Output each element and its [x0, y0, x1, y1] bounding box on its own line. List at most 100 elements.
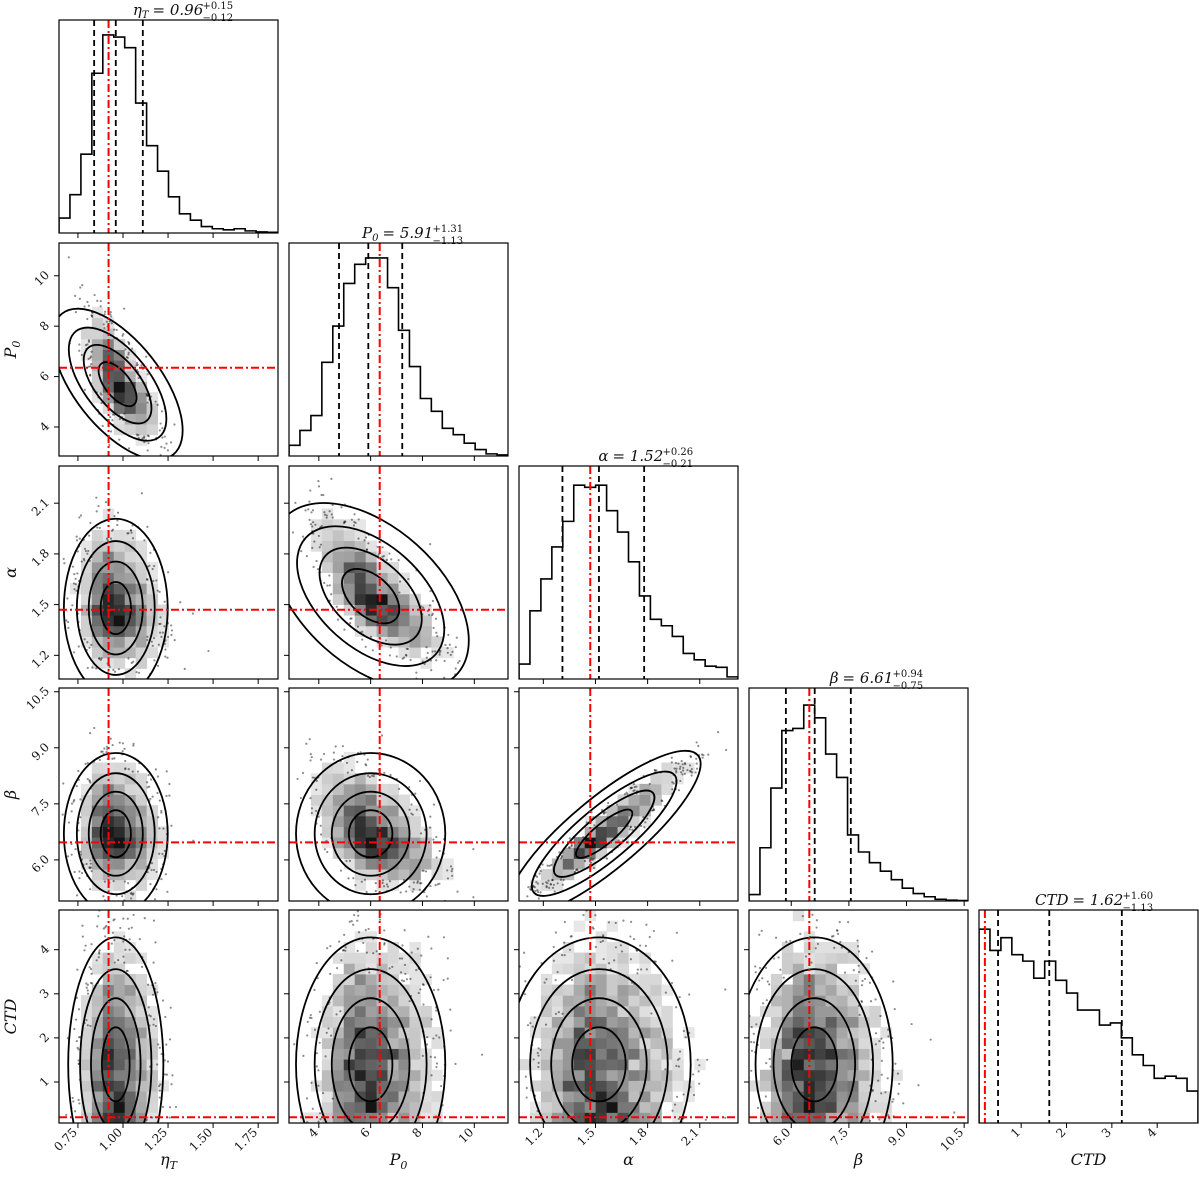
- y-tick-label: 4: [37, 942, 53, 958]
- x-tick-label: 1.5: [574, 1125, 597, 1148]
- x-axis-label-CTD: CTD: [1071, 1150, 1107, 1169]
- y-tick-label: 8: [37, 318, 52, 333]
- contour-line: [330, 790, 411, 877]
- contour-line: [318, 546, 423, 646]
- panel-title-plus: +0.26: [663, 447, 694, 458]
- contour-line: [67, 936, 165, 1123]
- x-tick-label: 1.75: [232, 1125, 261, 1154]
- hist-panel-eta_T: ηT = 0.96 +0.15−0.12: [58, 1, 279, 238]
- y-axis-label-CTD: CTD: [1, 998, 20, 1034]
- y-tick-label: 7.5: [29, 796, 52, 819]
- contour-line: [553, 789, 656, 878]
- histogram-step-line: [979, 928, 1198, 1123]
- panel-title-minus: −0.12: [203, 13, 234, 24]
- x-tick-label: 1.00: [96, 1125, 125, 1154]
- y-axis-label-alpha: α: [1, 567, 20, 578]
- contour-line: [519, 749, 702, 901]
- panel-title-label: P0: [361, 224, 379, 244]
- x-tick-label: 1.50: [186, 1125, 215, 1154]
- y-tick-label: 4: [37, 419, 53, 435]
- y-tick-label: 10: [31, 268, 52, 289]
- hist-panel-alpha: α = 1.52 +0.26−0.21: [518, 447, 739, 684]
- panel-title-value: = 5.91: [383, 224, 434, 242]
- panel-title-label: α: [598, 447, 608, 465]
- density-panel-P0-vs-alpha: [284, 465, 509, 684]
- panel-title-minus: −0.21: [663, 459, 694, 470]
- contour-line: [289, 502, 470, 679]
- x-tick-label: 7.5: [828, 1125, 851, 1148]
- contour-line: [790, 1026, 839, 1103]
- density-panel-P0-vs-beta: [284, 687, 509, 906]
- panel-frame: [518, 909, 739, 1124]
- panel-title-label: β: [829, 669, 839, 687]
- contour-line: [87, 560, 144, 656]
- contour-line: [571, 1026, 627, 1103]
- contour-line: [754, 968, 874, 1123]
- hist-panel-P0: P0 = 5.91 +1.31−1.13: [288, 224, 509, 461]
- histogram-step-line: [519, 484, 738, 679]
- panel-title-value: = 1.62: [1073, 891, 1124, 909]
- contour-line: [90, 997, 142, 1123]
- y-tick-label: 9.0: [29, 740, 52, 763]
- density-panel-alpha-vs-beta: [514, 687, 739, 906]
- contour-line: [295, 936, 447, 1123]
- density-panel-beta-vs-CTD: 6.0 7.5 9.0 10.5: [744, 909, 969, 1154]
- panel-title-plus: +1.31: [433, 224, 464, 235]
- x-tick-label: 9.0: [885, 1125, 908, 1148]
- histogram-step-line: [59, 34, 278, 233]
- hist-panel-beta: β = 6.61 +0.94−0.75: [748, 669, 969, 906]
- y-axis-label-P0: P0: [1, 341, 23, 360]
- panel-title-minus: −1.13: [1123, 903, 1154, 914]
- x-tick-label: 10: [456, 1125, 477, 1146]
- contour-line: [99, 809, 132, 859]
- x-tick-label: 1.8: [626, 1125, 649, 1148]
- panel-title-plus: +1.60: [1123, 891, 1154, 902]
- contour-line: [341, 568, 401, 625]
- x-axis-label-beta: β: [853, 1150, 863, 1169]
- density-panel-alpha-vs-CTD: 1.2 1.5 1.8 2.1: [514, 909, 739, 1149]
- panel-title-value: = 0.96: [153, 1, 204, 19]
- contour-line: [59, 307, 184, 456]
- x-axis-label-alpha: α: [623, 1150, 634, 1169]
- y-tick-label: 1.2: [29, 648, 52, 671]
- y-tick-label: 3: [37, 986, 52, 1001]
- contour-line: [99, 581, 132, 635]
- contour-line: [530, 770, 678, 897]
- contour-line: [330, 997, 411, 1123]
- x-tick-label: 2.1: [678, 1125, 701, 1148]
- hist-panel-CTD: CTD = 1.62 +1.60−1.131 2 3 4: [978, 891, 1199, 1141]
- contour-line: [550, 997, 648, 1123]
- panel-frame: [288, 465, 509, 680]
- contour-line: [75, 772, 156, 896]
- panel-frame: [288, 909, 509, 1124]
- panel-title-minus: −0.75: [893, 681, 924, 692]
- contour-line: [529, 968, 669, 1123]
- y-tick-label: 2.1: [29, 495, 52, 518]
- panel-title-minus: −1.13: [433, 236, 464, 247]
- histogram-step-line: [289, 257, 508, 456]
- panel-frame: [288, 242, 509, 457]
- panel-frame: [288, 687, 509, 902]
- x-tick-label: 6.0: [770, 1125, 793, 1148]
- contour-line: [313, 772, 428, 896]
- contour-line: [772, 997, 857, 1123]
- contour-line: [295, 752, 447, 901]
- density-panel-eta_T-vs-P0: 4 6 8 10: [31, 242, 279, 461]
- y-tick-label: 1: [37, 1074, 52, 1089]
- panel-frame: [978, 909, 1199, 1124]
- panel-title-label: ηT: [133, 1, 150, 21]
- y-tick-label: 1.8: [29, 546, 52, 569]
- panel-title-plus: +0.15: [203, 1, 234, 12]
- y-tick-label: 2: [37, 1030, 52, 1045]
- panel-title-value: = 1.52: [613, 447, 664, 465]
- contour-line: [519, 936, 692, 1123]
- y-tick-label: 6.0: [29, 852, 52, 875]
- panel-frame: [748, 909, 969, 1124]
- density-panel-eta_T-vs-beta: 6.0 7.5 9.0 10.5: [23, 684, 279, 906]
- y-tick-label: 10.5: [23, 684, 52, 713]
- x-axis-label-P0: P0: [389, 1150, 408, 1172]
- x-tick-label: 1.2: [522, 1125, 545, 1148]
- panel-frame: [518, 465, 739, 680]
- x-tick-label: 10.5: [937, 1125, 966, 1154]
- contour-line: [82, 343, 153, 425]
